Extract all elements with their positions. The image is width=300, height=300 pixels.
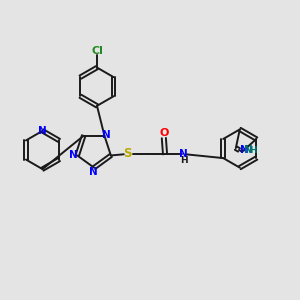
Text: N: N <box>244 145 252 155</box>
Text: H: H <box>250 146 257 155</box>
Text: N: N <box>69 151 78 160</box>
Text: N: N <box>101 130 110 140</box>
Text: H: H <box>180 156 188 165</box>
Text: Cl: Cl <box>91 46 103 56</box>
Text: O: O <box>159 128 169 138</box>
Text: S: S <box>123 148 131 160</box>
Text: N: N <box>89 167 98 177</box>
Text: N: N <box>179 149 188 159</box>
Text: N: N <box>38 126 47 136</box>
Text: N: N <box>240 145 249 155</box>
